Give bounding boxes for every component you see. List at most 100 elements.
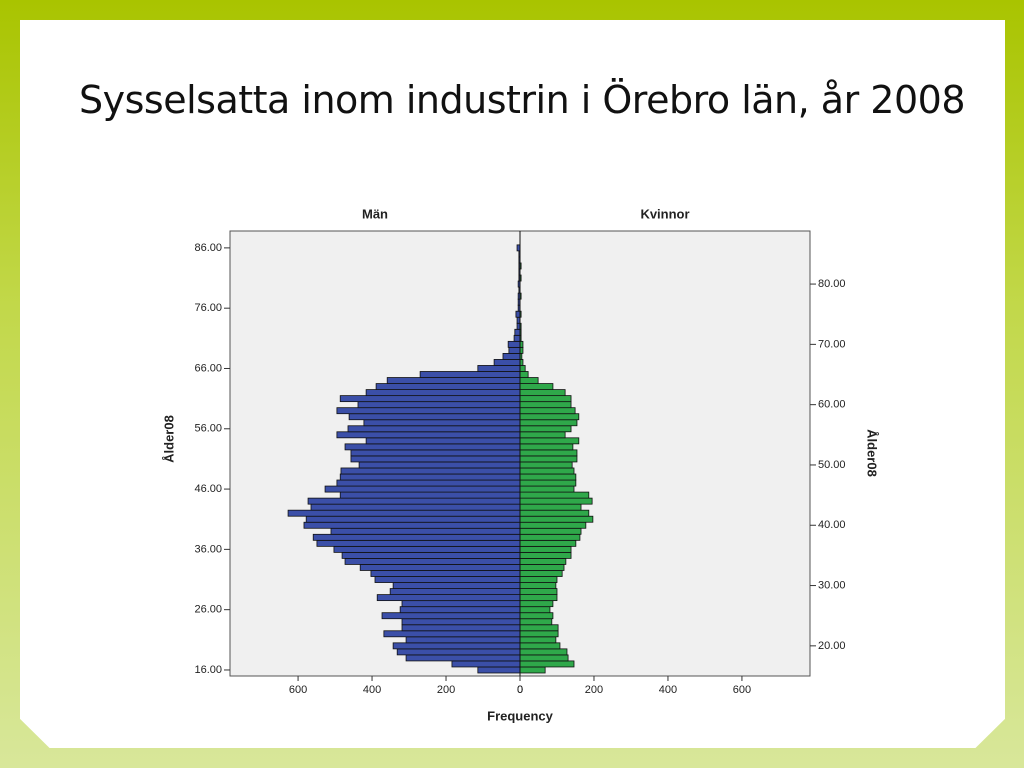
bar [519, 642, 561, 650]
bar [519, 600, 554, 608]
bar [374, 576, 521, 583]
x-axis-label: Frequency [487, 708, 554, 723]
bar [519, 654, 569, 662]
y2-tick-label: 60.00 [818, 399, 846, 411]
bar [519, 467, 575, 475]
bar [396, 648, 521, 656]
bar [336, 479, 521, 487]
bar [519, 648, 568, 656]
bar [519, 419, 578, 427]
bar [519, 485, 575, 493]
bar [519, 509, 590, 517]
bar [519, 551, 572, 559]
bar [336, 407, 521, 415]
x-tick-label: 400 [363, 684, 381, 696]
bar [477, 365, 521, 372]
y-tick-label: 36.00 [194, 543, 222, 555]
bar [519, 612, 554, 620]
y-tick-label: 56.00 [194, 423, 222, 435]
bar [381, 612, 521, 620]
bar [507, 340, 521, 348]
bar [519, 576, 558, 583]
bar [519, 533, 581, 541]
x-tick-label: 600 [289, 684, 307, 696]
bar [519, 413, 580, 421]
y2-tick-label: 40.00 [818, 519, 846, 531]
bar [519, 515, 594, 523]
y-tick-label: 66.00 [194, 362, 222, 374]
y2-tick-label: 20.00 [818, 640, 846, 652]
panel-title: Män [362, 206, 388, 221]
bar [339, 473, 521, 481]
bar [519, 431, 566, 439]
bar [519, 365, 526, 372]
y-tick-label: 76.00 [194, 302, 222, 314]
bar [519, 461, 573, 469]
bar [519, 588, 558, 595]
bar [519, 443, 574, 451]
bar [519, 558, 567, 565]
bar [508, 346, 521, 354]
bar [519, 618, 553, 626]
bar [324, 485, 521, 493]
bar [376, 594, 521, 602]
y2-tick-label: 70.00 [818, 338, 846, 350]
slide-title: Sysselsatta inom industrin i Örebro län,… [79, 78, 966, 122]
bar [399, 606, 521, 614]
bar [519, 449, 578, 457]
bar [363, 419, 521, 427]
bar [401, 618, 521, 626]
x-tick-label: 200 [585, 684, 603, 696]
bar [358, 461, 521, 469]
bar [392, 642, 521, 650]
y-tick-label: 46.00 [194, 483, 222, 495]
y2-tick-label: 50.00 [818, 459, 846, 471]
bar [305, 515, 521, 523]
bar [519, 383, 554, 390]
bar [519, 401, 572, 409]
bar [519, 582, 557, 589]
bar [519, 521, 587, 529]
bar [519, 636, 557, 644]
bar [405, 654, 521, 662]
bar [340, 467, 521, 475]
bar [344, 443, 521, 451]
bar [451, 660, 521, 668]
bar [392, 582, 521, 589]
bar [519, 594, 558, 602]
bar [519, 545, 572, 553]
bar [370, 570, 521, 577]
panel-title: Kvinnor [640, 206, 689, 221]
bar [519, 473, 577, 481]
bar [383, 630, 521, 638]
y-axis-label: Ålder08 [161, 415, 176, 463]
bar [519, 497, 593, 505]
bar [519, 624, 559, 632]
bar [347, 425, 521, 433]
bar [519, 660, 575, 668]
y2-tick-label: 80.00 [818, 278, 846, 290]
bar [519, 491, 590, 499]
bar [339, 395, 521, 403]
bar [477, 666, 521, 674]
bar [389, 588, 521, 595]
y2-tick-label: 30.00 [818, 579, 846, 591]
bar [493, 359, 521, 366]
bar [419, 371, 521, 378]
bar [303, 521, 521, 529]
x-tick-label: 400 [659, 684, 677, 696]
bar [502, 353, 521, 360]
bar [519, 479, 577, 487]
y-tick-label: 86.00 [194, 242, 222, 254]
bar [519, 606, 551, 614]
bar [513, 334, 521, 342]
bar [348, 413, 521, 421]
bar [316, 539, 521, 547]
bar [339, 491, 521, 499]
x-tick-label: 600 [733, 684, 751, 696]
bar [519, 564, 565, 571]
bar [519, 539, 577, 547]
bar [336, 431, 521, 439]
